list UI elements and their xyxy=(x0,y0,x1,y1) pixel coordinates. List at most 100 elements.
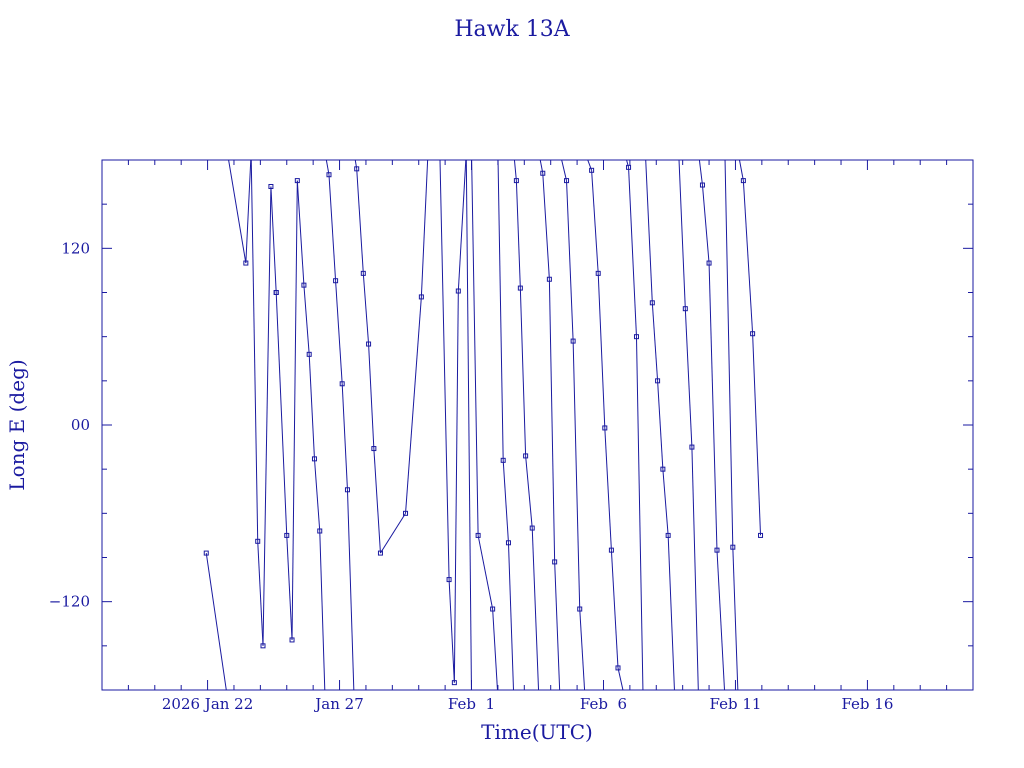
data-point xyxy=(577,606,583,612)
series-segment xyxy=(515,180,521,289)
y-tick-label: 120 xyxy=(61,239,90,257)
data-point xyxy=(682,306,688,312)
data-point xyxy=(602,425,608,431)
axis-ticks xyxy=(101,159,974,690)
data-point xyxy=(371,446,377,452)
series-segment xyxy=(539,160,544,174)
series-segment xyxy=(262,186,272,646)
series-segment xyxy=(465,160,472,690)
data-point xyxy=(333,278,339,284)
series-segment xyxy=(716,550,726,690)
series-segment xyxy=(742,180,754,334)
series-segment xyxy=(420,160,429,297)
series-segment xyxy=(286,535,293,640)
x-tick-label: Feb 16 xyxy=(841,695,893,713)
data-point xyxy=(655,378,661,384)
data-point xyxy=(517,285,523,291)
series-segment xyxy=(453,291,459,683)
data-point xyxy=(377,550,383,556)
series-segment xyxy=(628,167,637,337)
series-segment xyxy=(708,263,718,551)
data-point xyxy=(758,532,764,538)
data-point xyxy=(366,341,372,347)
series-segment xyxy=(356,168,364,274)
series-segment xyxy=(597,273,606,428)
series-segment xyxy=(701,184,710,264)
data-point xyxy=(660,466,666,472)
series-segment xyxy=(684,308,693,448)
series-segment xyxy=(678,160,686,309)
data-point xyxy=(403,510,409,516)
data-point xyxy=(268,184,274,189)
series-segment xyxy=(732,547,739,690)
series-segment xyxy=(497,160,504,461)
data-point xyxy=(490,606,496,612)
data-point xyxy=(505,540,511,546)
x-tick-label: Feb 6 xyxy=(580,695,627,713)
series-segment xyxy=(724,160,734,548)
axis-tick-labels: 2026 Jan 22 Jan 27 Feb 1 Feb 6 Feb 11 Feb 16 1… xyxy=(49,239,894,713)
series-segment xyxy=(667,535,675,690)
series-segment xyxy=(617,667,624,690)
series-segment xyxy=(257,541,264,646)
plot-frame xyxy=(101,159,974,691)
x-tick-label: Feb 1 xyxy=(448,695,495,713)
series-segment xyxy=(519,288,527,456)
series-segment xyxy=(362,273,370,345)
data-point xyxy=(301,282,307,288)
series-segment xyxy=(542,173,550,280)
data-point xyxy=(540,170,546,176)
series-segment xyxy=(651,302,659,381)
series-segment xyxy=(319,530,326,690)
series-segment xyxy=(250,160,259,542)
series-segment xyxy=(354,160,358,169)
data-point xyxy=(243,260,249,266)
series-segment xyxy=(477,535,494,610)
series-segment xyxy=(471,160,479,536)
data-point xyxy=(284,532,290,538)
series-segment xyxy=(341,383,348,490)
data-point xyxy=(699,182,705,188)
data-point xyxy=(455,288,461,294)
series-segment xyxy=(525,455,533,529)
data-point xyxy=(418,294,424,300)
x-tick-label: Feb 11 xyxy=(709,695,761,713)
y-tick-label: −120 xyxy=(49,593,90,611)
series-segment xyxy=(448,579,455,683)
series-segment xyxy=(380,513,406,554)
data-point xyxy=(665,532,671,538)
data-point xyxy=(317,528,323,534)
data-point xyxy=(446,577,452,583)
series-segment xyxy=(270,186,277,293)
data-point xyxy=(649,300,655,306)
series-segment xyxy=(346,489,355,690)
data-point xyxy=(564,178,570,184)
series-segment xyxy=(738,160,744,181)
series-segment xyxy=(335,280,343,384)
data-point xyxy=(203,550,209,556)
series-segment xyxy=(645,160,646,161)
data-point xyxy=(552,559,558,565)
data-point xyxy=(326,172,332,178)
series-segment xyxy=(368,344,375,449)
data-point xyxy=(339,381,345,387)
series-segment xyxy=(691,447,699,690)
data-point xyxy=(730,544,736,550)
series-segment xyxy=(561,160,568,181)
x-axis-label: Time(UTC) xyxy=(481,720,593,744)
data-point xyxy=(706,260,712,266)
data-point xyxy=(513,178,519,184)
data-point xyxy=(626,164,632,170)
series-segment xyxy=(554,561,561,690)
data-point xyxy=(260,643,266,649)
series-segment xyxy=(245,160,252,264)
data-point xyxy=(306,351,312,357)
series-segment xyxy=(291,180,298,640)
data-point xyxy=(633,334,639,340)
data-point xyxy=(740,178,746,184)
chart-title: Hawk 13A xyxy=(454,17,570,42)
data-point xyxy=(608,547,614,553)
series-segment xyxy=(587,160,593,171)
data-point xyxy=(714,547,720,553)
